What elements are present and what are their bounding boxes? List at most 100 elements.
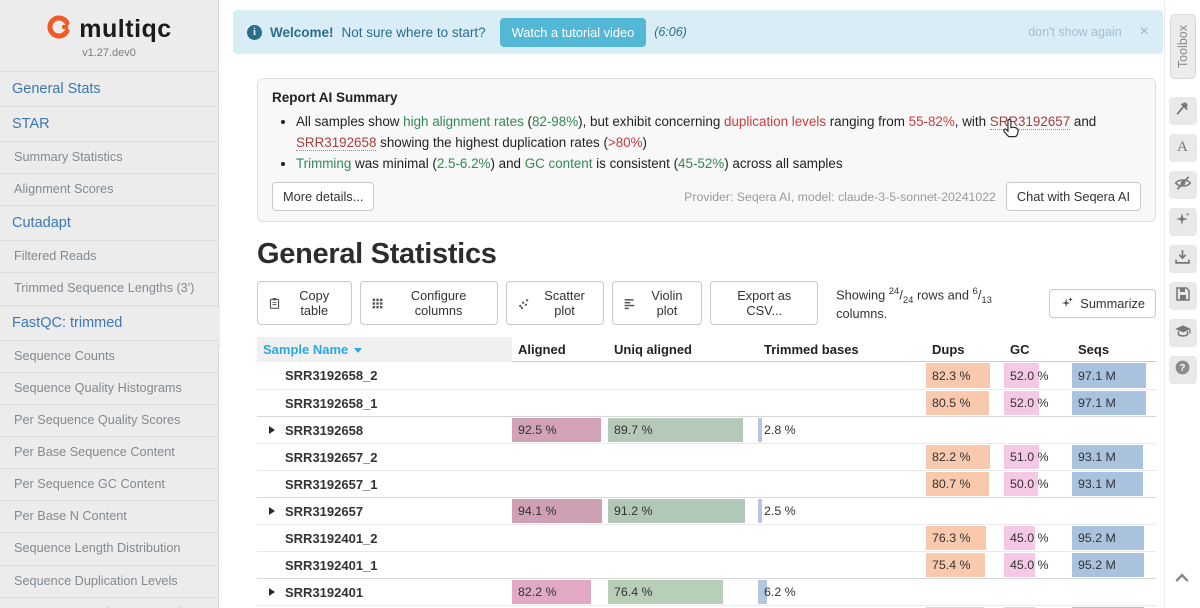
summary-text-segment: ranging from <box>826 114 909 129</box>
cell-value: 89.7 % <box>614 423 653 438</box>
more-details-button[interactable]: More details... <box>272 182 375 212</box>
sidebar-item-general-stats[interactable]: General Stats <box>0 71 218 106</box>
sidebar-item-overrepresented-sequences-by-sample[interactable]: Overrepresented sequences by sample <box>0 596 218 608</box>
multiqc-logo-icon <box>46 14 72 45</box>
seqs-bar <box>1072 472 1143 497</box>
sidebar-item-per-base-n-content[interactable]: Per Base N Content <box>0 500 218 532</box>
column-header-label: Sample Name <box>263 341 349 357</box>
sample-name: SRR3192401_2 <box>285 530 378 546</box>
toolbox-tab[interactable]: Toolbox <box>1169 14 1196 80</box>
close-icon[interactable]: × <box>1139 23 1149 40</box>
table-header-row: Sample Name Aligned Uniq aligned Trimmed ba… <box>257 336 1156 363</box>
seqs-bar <box>1072 363 1146 389</box>
sidebar-item-star[interactable]: STAR <box>0 106 218 141</box>
summary-text-segment: 55-82% <box>908 114 955 129</box>
column-header-seqs[interactable]: Seqs <box>1072 342 1148 357</box>
sidebar-item-trimmed-sequence-lengths-3[interactable]: Trimmed Sequence Lengths (3') <box>0 272 218 304</box>
sidebar-item-sequence-duplication-levels[interactable]: Sequence Duplication Levels <box>0 564 218 597</box>
sidebar-item-summary-statistics[interactable]: Summary Statistics <box>0 141 218 173</box>
table-row: SRR3192401_1 75.4 % 45.0 % 95.2 M <box>257 551 1156 578</box>
sidebar-item-filtered-reads[interactable]: Filtered Reads <box>0 240 218 272</box>
summary-text-segment: high alignment rates <box>403 114 524 129</box>
column-header-aligned[interactable]: Aligned <box>512 342 608 357</box>
column-header-dups[interactable]: Dups <box>926 342 1004 357</box>
scroll-to-top-button[interactable] <box>1168 566 1196 594</box>
sample-link[interactable]: SRR3192657 <box>989 114 1071 130</box>
cell-uniq <box>608 390 758 416</box>
sidebar-item-sequence-length-distribution[interactable]: Sequence Length Distribution <box>0 532 218 564</box>
sidebar-item-fastqc-trimmed[interactable]: FastQC: trimmed <box>0 304 218 340</box>
help-icon: ? <box>1174 359 1191 381</box>
cell-seqs: 93.1 M <box>1072 471 1148 497</box>
sidebar-item-per-sequence-quality-scores[interactable]: Per Sequence Quality Scores <box>0 403 218 436</box>
toolbox-save-button[interactable] <box>1168 282 1197 311</box>
welcome-banner: i Welcome! Not sure where to start? Watc… <box>233 10 1163 54</box>
cell-dups: 80.7 % <box>926 471 1004 497</box>
cell-aligned <box>512 362 608 389</box>
configure-columns-button[interactable]: Configure columns <box>360 281 498 326</box>
column-header-trimmed[interactable]: Trimmed bases <box>758 342 908 357</box>
toolbox-download-button[interactable] <box>1168 245 1197 274</box>
sample-name: SRR3192657 <box>285 503 364 519</box>
toolbox-help-button[interactable]: ? <box>1168 356 1197 385</box>
sidebar-item-alignment-scores[interactable]: Alignment Scores <box>0 173 218 205</box>
column-header-label: Uniq aligned <box>614 341 692 357</box>
cell-trimmed <box>758 444 908 470</box>
cell-dups: 80.5 % <box>926 390 1004 416</box>
sample-name-cell: SRR3192658_2 <box>257 362 512 389</box>
cell-uniq <box>608 552 758 578</box>
column-header-sample[interactable]: Sample Name <box>257 336 512 362</box>
gc-bar <box>1004 553 1035 578</box>
sidebar-item-per-sequence-gc-content[interactable]: Per Sequence GC Content <box>0 468 218 500</box>
sidebar-item-sequence-counts[interactable]: Sequence Counts <box>0 339 218 372</box>
violin-plot-button[interactable]: Violin plot <box>612 281 703 326</box>
column-header-gc[interactable]: GC <box>1004 342 1072 357</box>
summary-text-segment: ), but exhibit concerning <box>578 114 725 129</box>
cell-gc: 45.0 % <box>1004 552 1072 578</box>
column-header-uniq[interactable]: Uniq aligned <box>608 342 758 357</box>
cell-value: 91.2 % <box>614 504 653 519</box>
cell-seqs: 95.2 M <box>1072 552 1148 578</box>
cell-gc: 45.0 % <box>1004 525 1072 551</box>
info-icon: i <box>247 24 262 40</box>
summarize-button[interactable]: Summarize <box>1049 288 1156 318</box>
trimmed-bar <box>758 580 768 605</box>
uniq-bar <box>608 418 743 443</box>
cell-value: 52.0 % <box>1010 368 1049 383</box>
sample-group-toggle[interactable]: SRR3192657 <box>257 498 512 524</box>
sidebar-item-sequence-quality-histograms[interactable]: Sequence Quality Histograms <box>0 371 218 404</box>
sample-name: SRR3192658_2 <box>285 368 378 384</box>
toolbox-highlight-text-button[interactable]: A <box>1168 134 1197 163</box>
toolbox-pin-button[interactable] <box>1168 97 1197 126</box>
sample-group-toggle[interactable]: SRR3192401 <box>257 579 512 605</box>
ai-summary-bullet: Trimming was minimal (2.5-6.2%) and GC c… <box>296 154 1141 175</box>
toolbox-hide-samples-button[interactable] <box>1168 171 1197 200</box>
table-row: SRR3192658 92.5 % 89.7 % 2.8 % <box>257 416 1156 443</box>
table-body: SRR3192658_2 82.3 % 52.0 % 97.1 M SRR3192658… <box>257 362 1156 608</box>
cell-uniq <box>608 471 758 497</box>
summary-text-segment: showing the highest duplication rates ( <box>376 134 608 150</box>
ai-summary-bullets: All samples show high alignment rates (8… <box>296 112 1141 174</box>
export-as-csv-button[interactable]: Export as CSV... <box>710 281 819 326</box>
toolbox-ai-sparkle-button[interactable] <box>1168 208 1197 237</box>
watch-tutorial-button[interactable]: Watch a tutorial video <box>499 17 647 47</box>
sample-link[interactable]: SRR3192658 <box>296 134 377 151</box>
sidebar-item-cutadapt[interactable]: Cutadapt <box>0 205 218 240</box>
cell-value: 97.1 M <box>1078 396 1116 411</box>
cell-value: 82.2 % <box>518 585 557 600</box>
dont-show-again-link[interactable]: don't show again <box>1028 25 1122 39</box>
sidebar-item-per-base-sequence-content[interactable]: Per Base Sequence Content <box>0 435 218 468</box>
sample-group-toggle[interactable]: SRR3192658 <box>257 417 512 443</box>
scatter-plot-button[interactable]: Scatter plot <box>505 281 605 326</box>
cell-uniq <box>608 525 758 551</box>
button-label: Copy table <box>299 288 330 319</box>
trimmed-bar <box>758 418 763 443</box>
copy-table-button[interactable]: Copy table <box>257 281 353 326</box>
cell-trimmed <box>758 471 908 497</box>
toolbox-tutorial-button[interactable] <box>1168 319 1197 348</box>
table-row: SRR3192401_2 76.3 % 45.0 % 95.2 M <box>257 524 1156 551</box>
cell-value: 50.0 % <box>1010 477 1049 492</box>
sample-name-cell: SRR3192401_1 <box>257 552 512 578</box>
cell-uniq <box>608 444 758 470</box>
chat-with-seqera-button[interactable]: Chat with Seqera AI <box>1005 182 1141 212</box>
